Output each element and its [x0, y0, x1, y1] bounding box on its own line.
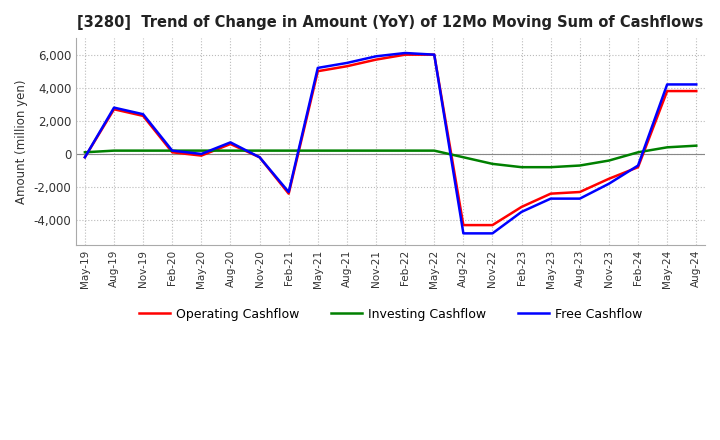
Operating Cashflow: [109, 106, 118, 112]
Free Cashflow: [430, 52, 438, 57]
Line: Operating Cashflow: Operating Cashflow: [85, 55, 696, 225]
Investing Cashflow: [430, 148, 438, 153]
Free Cashflow: [401, 50, 410, 55]
Line: Investing Cashflow: Investing Cashflow: [85, 146, 696, 167]
Investing Cashflow: [575, 163, 584, 168]
Operating Cashflow: [197, 153, 206, 158]
Operating Cashflow: [343, 64, 351, 69]
Operating Cashflow: [168, 150, 176, 155]
Investing Cashflow: [634, 150, 642, 155]
Legend: Operating Cashflow, Investing Cashflow, Free Cashflow: Operating Cashflow, Investing Cashflow, …: [134, 303, 647, 326]
Operating Cashflow: [401, 52, 410, 57]
Y-axis label: Amount (million yen): Amount (million yen): [15, 79, 28, 204]
Investing Cashflow: [343, 148, 351, 153]
Investing Cashflow: [372, 148, 380, 153]
Investing Cashflow: [605, 158, 613, 163]
Free Cashflow: [517, 209, 526, 214]
Free Cashflow: [634, 163, 642, 168]
Investing Cashflow: [488, 161, 497, 166]
Free Cashflow: [488, 231, 497, 236]
Investing Cashflow: [226, 148, 235, 153]
Operating Cashflow: [488, 223, 497, 228]
Investing Cashflow: [546, 165, 555, 170]
Free Cashflow: [372, 54, 380, 59]
Operating Cashflow: [546, 191, 555, 196]
Operating Cashflow: [226, 141, 235, 147]
Free Cashflow: [284, 189, 293, 194]
Investing Cashflow: [197, 148, 206, 153]
Line: Free Cashflow: Free Cashflow: [85, 53, 696, 233]
Operating Cashflow: [284, 191, 293, 196]
Operating Cashflow: [663, 88, 672, 94]
Free Cashflow: [459, 231, 468, 236]
Free Cashflow: [168, 148, 176, 153]
Free Cashflow: [663, 82, 672, 87]
Investing Cashflow: [313, 148, 322, 153]
Investing Cashflow: [168, 148, 176, 153]
Title: [3280]  Trend of Change in Amount (YoY) of 12Mo Moving Sum of Cashflows: [3280] Trend of Change in Amount (YoY) o…: [77, 15, 703, 30]
Operating Cashflow: [605, 176, 613, 181]
Operating Cashflow: [139, 113, 148, 118]
Investing Cashflow: [692, 143, 701, 148]
Operating Cashflow: [459, 223, 468, 228]
Free Cashflow: [197, 151, 206, 157]
Operating Cashflow: [313, 69, 322, 74]
Investing Cashflow: [284, 148, 293, 153]
Operating Cashflow: [256, 154, 264, 160]
Investing Cashflow: [139, 148, 148, 153]
Free Cashflow: [139, 112, 148, 117]
Operating Cashflow: [81, 154, 89, 160]
Free Cashflow: [256, 154, 264, 160]
Free Cashflow: [546, 196, 555, 201]
Investing Cashflow: [459, 154, 468, 160]
Free Cashflow: [313, 65, 322, 70]
Investing Cashflow: [109, 148, 118, 153]
Investing Cashflow: [81, 150, 89, 155]
Investing Cashflow: [256, 148, 264, 153]
Operating Cashflow: [575, 189, 584, 194]
Free Cashflow: [81, 154, 89, 160]
Free Cashflow: [605, 181, 613, 187]
Free Cashflow: [575, 196, 584, 201]
Free Cashflow: [692, 82, 701, 87]
Free Cashflow: [226, 140, 235, 145]
Investing Cashflow: [517, 165, 526, 170]
Operating Cashflow: [517, 204, 526, 209]
Investing Cashflow: [663, 145, 672, 150]
Free Cashflow: [109, 105, 118, 110]
Investing Cashflow: [401, 148, 410, 153]
Operating Cashflow: [692, 88, 701, 94]
Free Cashflow: [343, 60, 351, 66]
Operating Cashflow: [372, 57, 380, 62]
Operating Cashflow: [430, 52, 438, 57]
Operating Cashflow: [634, 165, 642, 170]
